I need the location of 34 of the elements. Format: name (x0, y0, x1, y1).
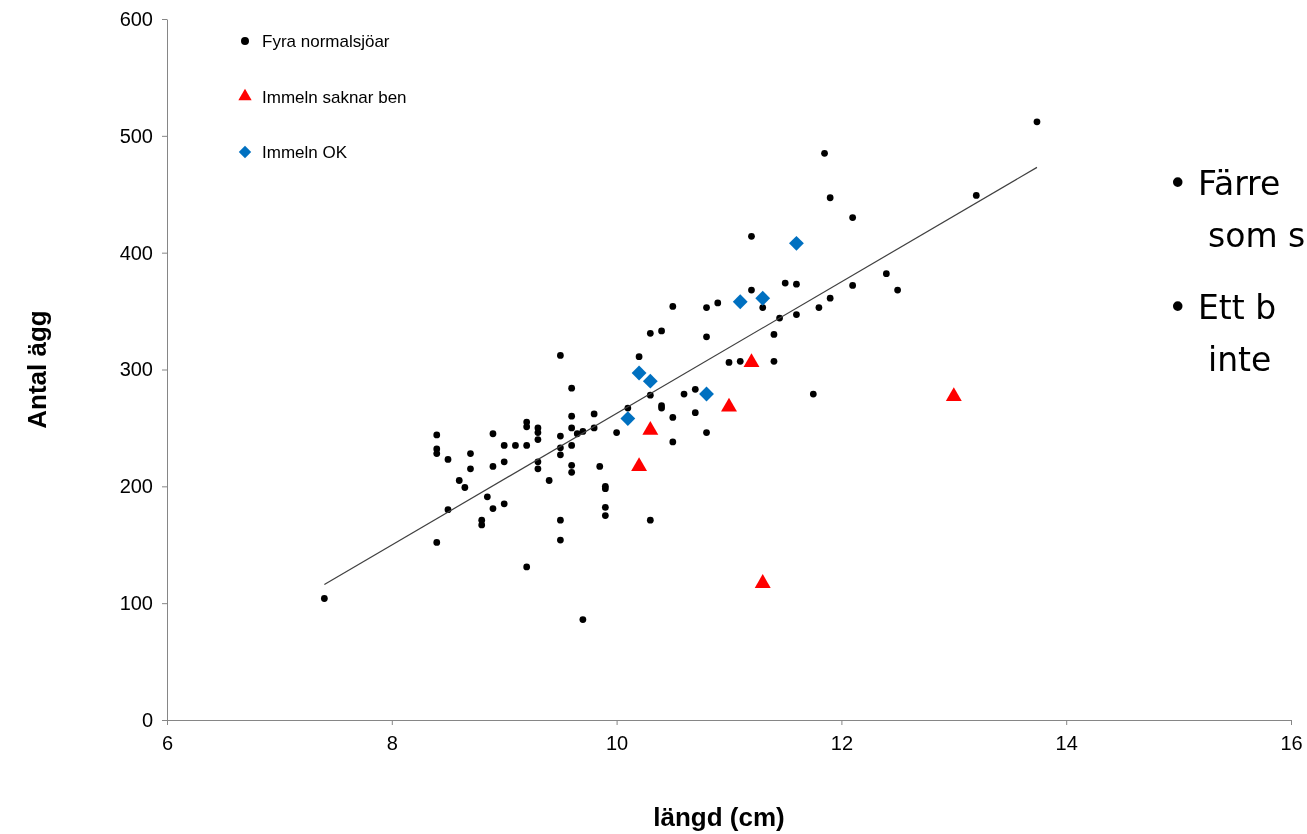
annotation: inte (1208, 340, 1272, 379)
point (642, 373, 658, 389)
annotation: • Ett b (1168, 288, 1277, 327)
y-tick-label: 100 (119, 592, 153, 615)
point (631, 365, 647, 381)
point (945, 387, 962, 401)
point (620, 411, 636, 426)
point (732, 294, 748, 310)
x-tick-label: 12 (830, 732, 854, 754)
point (631, 457, 648, 472)
point (754, 574, 771, 588)
annotation: • Färre (1168, 164, 1281, 203)
point (721, 397, 737, 412)
point (642, 421, 659, 435)
x-tick-label: 14 (1055, 732, 1078, 754)
legend-label: Fyra normalsjöar (262, 32, 390, 51)
y-tick-label: 500 (119, 124, 153, 147)
y-tick-label: 0 (141, 708, 153, 731)
y-tick-label: 400 (119, 241, 153, 264)
y-axis-title: Antal ägg (22, 310, 52, 429)
legend-label: Immeln saknar ben (262, 87, 407, 107)
point (755, 290, 771, 306)
annotation: som s (1208, 216, 1306, 255)
x-tick-label: 6 (161, 732, 174, 754)
x-tick-label: 10 (605, 732, 629, 754)
point (743, 353, 760, 368)
y-tick-label: 300 (119, 358, 153, 381)
legend-label: Immeln OK (262, 143, 348, 162)
x-tick-label: 16 (1280, 732, 1303, 754)
y-tick-label: 600 (119, 7, 153, 30)
x-tick-label: 8 (386, 732, 398, 754)
y-tick-label: 200 (119, 475, 153, 498)
point (789, 235, 804, 251)
x-axis-title: längd (cm) (653, 802, 785, 832)
